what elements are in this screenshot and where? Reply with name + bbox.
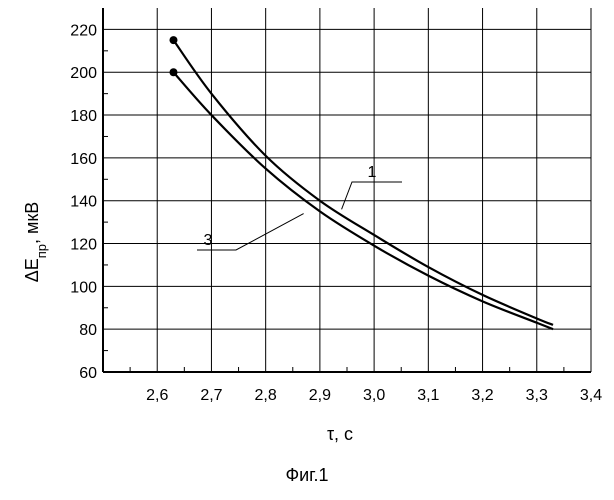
curve-label-1: 1 <box>368 164 377 181</box>
y-axis-title: ΔEпр, мкВ <box>22 202 49 283</box>
x-tick-label: 3,2 <box>471 387 493 404</box>
chart-axes <box>103 8 591 372</box>
x-tick-label: 2,8 <box>255 387 277 404</box>
figure-caption: Фиг.1 <box>0 465 614 486</box>
chart-grid <box>103 8 591 372</box>
x-tick-label: 3,1 <box>417 387 439 404</box>
x-tick-label: 2,6 <box>146 387 168 404</box>
y-tick-label: 100 <box>70 279 97 296</box>
chart-annotations: 13 <box>197 164 402 250</box>
y-tick-label: 220 <box>70 22 97 39</box>
x-tick-label: 2,7 <box>200 387 222 404</box>
x-tick-label: 3,3 <box>526 387 548 404</box>
y-tick-label: 200 <box>70 65 97 82</box>
series-start-marker-3 <box>169 68 177 76</box>
curve-label-leader-1 <box>342 182 402 209</box>
y-axis-title-main: ΔE <box>22 258 42 282</box>
series-line-1 <box>173 40 553 325</box>
y-tick-label: 120 <box>70 237 97 254</box>
y-tick-label: 180 <box>70 108 97 125</box>
chart-svg: 60 80 100 120 140 160 180 200 220 2,6 2,7 2,8 2,9 3,0… <box>0 0 614 460</box>
y-tick-label: 160 <box>70 151 97 168</box>
y-tick-label: 80 <box>79 322 97 339</box>
y-tick-label: 60 <box>79 365 97 382</box>
y-axis-title-unit: , мкВ <box>22 202 42 244</box>
curve-label-3: 3 <box>204 232 213 249</box>
y-tick-label: 140 <box>70 194 97 211</box>
x-tick-label: 3,4 <box>580 387 602 404</box>
chart-series <box>169 36 553 329</box>
x-axis-title: τ, с <box>327 424 353 444</box>
series-start-marker-1 <box>169 36 177 44</box>
curve-label-leader-3 <box>197 214 304 250</box>
x-tick-label: 3,0 <box>363 387 385 404</box>
x-tick-label: 2,9 <box>309 387 331 404</box>
y-axis-title-sub: пр <box>34 244 49 258</box>
chart-ticks: 60 80 100 120 140 160 180 200 220 2,6 2,7 2,8 2,9 3,0… <box>70 22 602 404</box>
